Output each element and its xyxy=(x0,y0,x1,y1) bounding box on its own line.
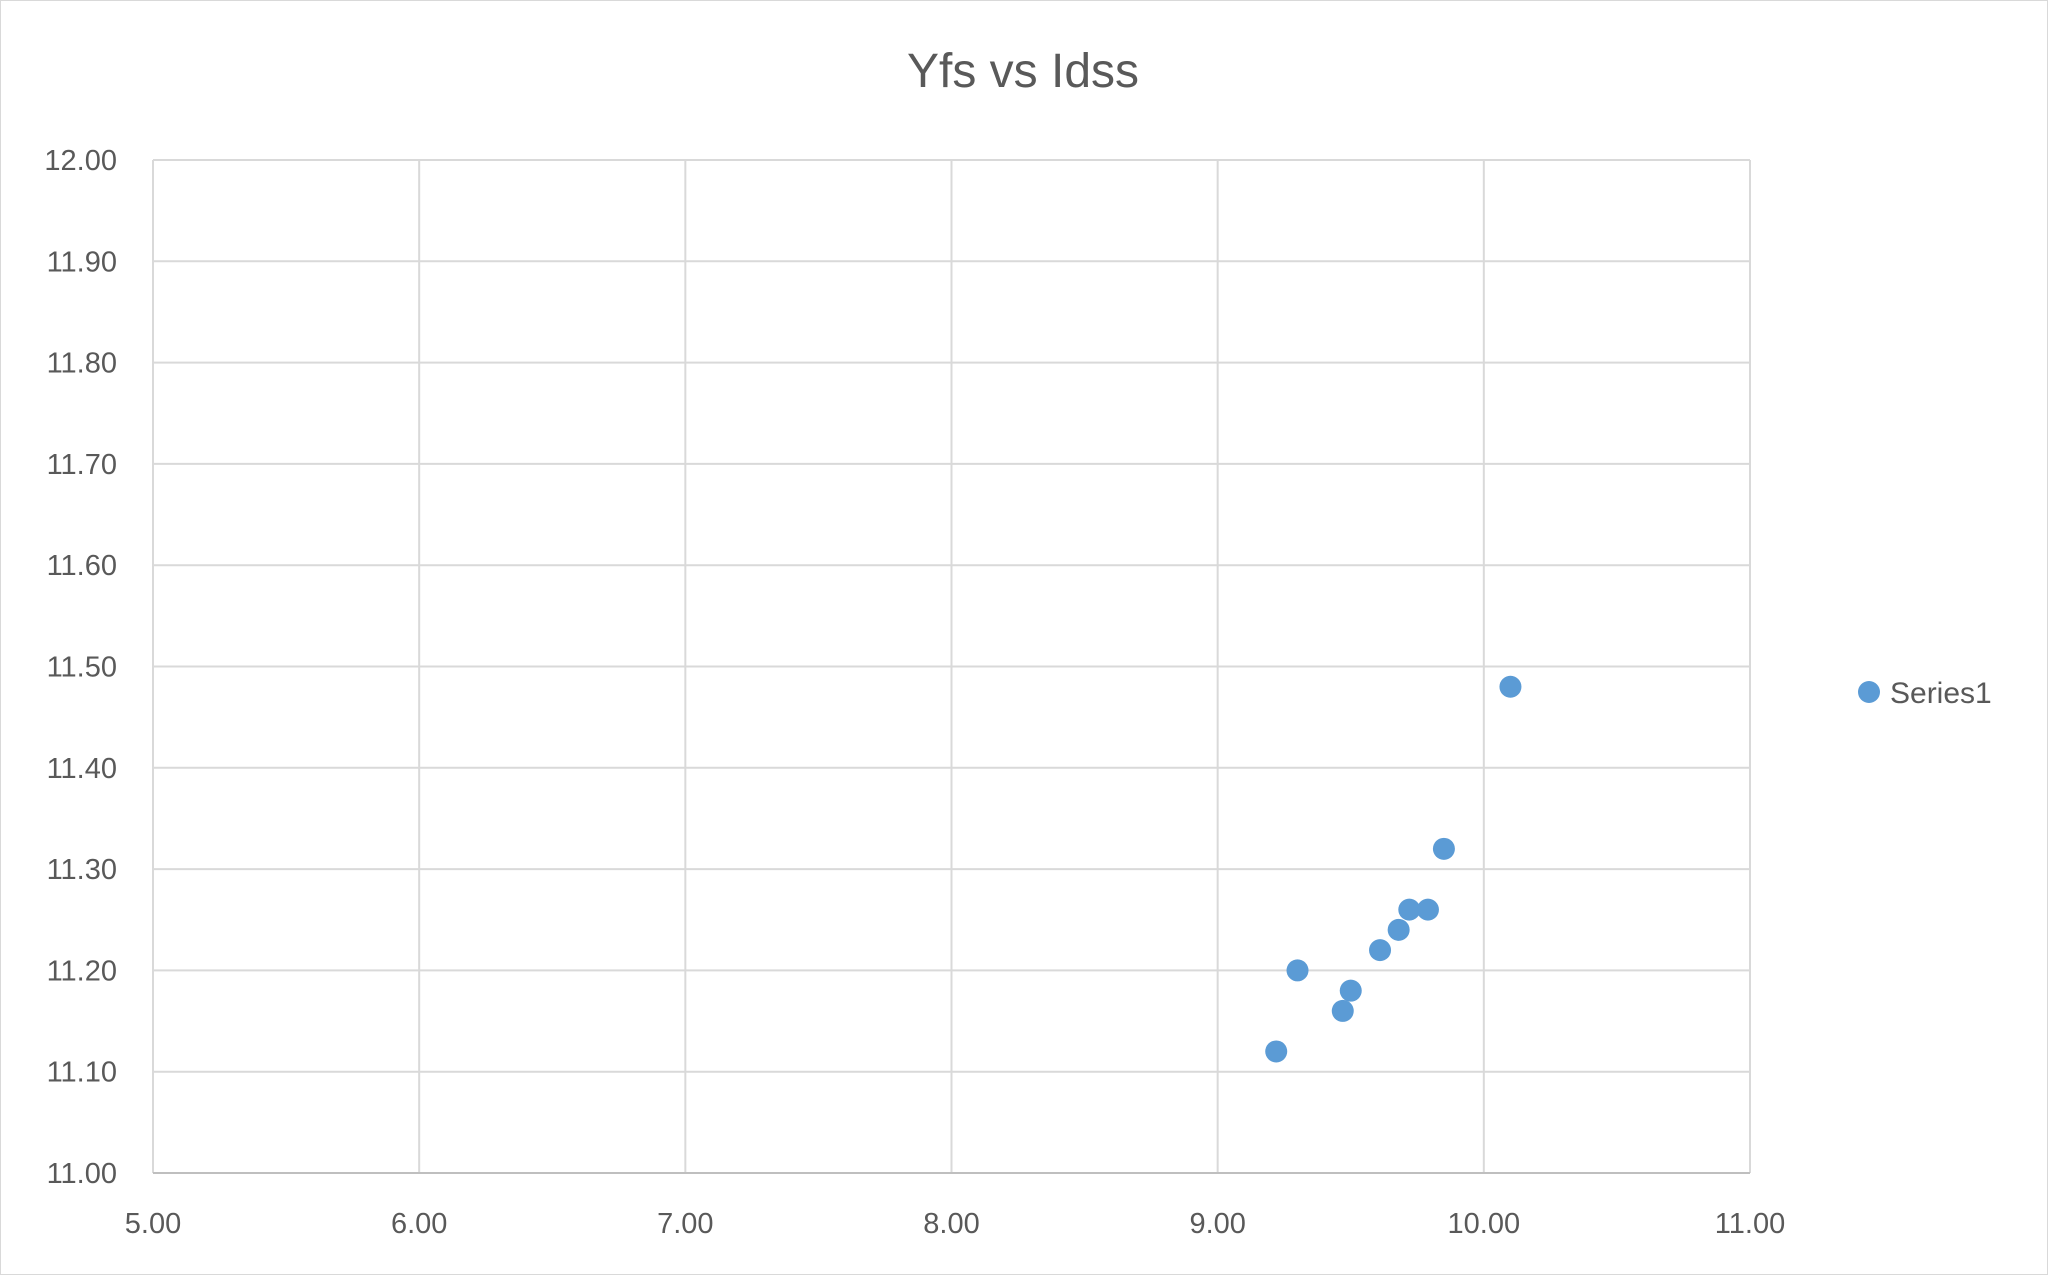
y-tick-label: 11.80 xyxy=(47,348,117,380)
y-tick-label: 11.60 xyxy=(47,550,117,582)
chart-title: Yfs vs Idss xyxy=(907,45,1139,98)
legend-marker-series1 xyxy=(1858,681,1880,703)
x-axis-tick-labels: 5.00 6.00 7.00 8.00 9.00 10.00 11.00 xyxy=(125,1208,1785,1240)
data-point xyxy=(1398,898,1421,921)
x-tick-label: 10.00 xyxy=(1448,1208,1521,1240)
data-point xyxy=(1499,675,1522,698)
gridlines xyxy=(153,159,1751,1173)
x-tick-label: 8.00 xyxy=(923,1208,979,1240)
y-tick-label: 11.50 xyxy=(47,652,117,684)
data-point xyxy=(1331,999,1354,1022)
y-tick-label: 11.00 xyxy=(47,1158,117,1190)
data-point xyxy=(1416,898,1439,921)
x-tick-label: 11.00 xyxy=(1715,1208,1785,1240)
x-tick-label: 7.00 xyxy=(657,1208,713,1240)
data-point xyxy=(1432,837,1455,860)
y-tick-label: 11.30 xyxy=(47,854,117,886)
y-tick-label: 12.00 xyxy=(44,145,117,177)
legend: Series1 xyxy=(1858,677,1992,710)
data-point xyxy=(1286,959,1309,982)
legend-label-series1: Series1 xyxy=(1890,677,1992,710)
y-tick-label: 11.40 xyxy=(47,753,117,785)
data-point xyxy=(1387,918,1410,941)
y-tick-label: 11.20 xyxy=(47,955,117,987)
data-points xyxy=(1265,675,1522,1063)
x-tick-label: 6.00 xyxy=(391,1208,447,1240)
x-tick-label: 9.00 xyxy=(1189,1208,1245,1240)
data-point xyxy=(1369,939,1392,962)
data-point xyxy=(1265,1040,1288,1063)
y-tick-label: 11.10 xyxy=(47,1057,117,1089)
y-tick-label: 11.70 xyxy=(47,449,117,481)
data-point xyxy=(1339,979,1362,1002)
axes xyxy=(152,160,1750,1174)
x-tick-label: 5.00 xyxy=(125,1208,181,1240)
y-tick-label: 11.90 xyxy=(47,246,117,278)
y-axis-tick-labels: 11.00 11.10 11.20 11.30 11.40 11.50 11.60 11.70… xyxy=(44,145,117,1190)
